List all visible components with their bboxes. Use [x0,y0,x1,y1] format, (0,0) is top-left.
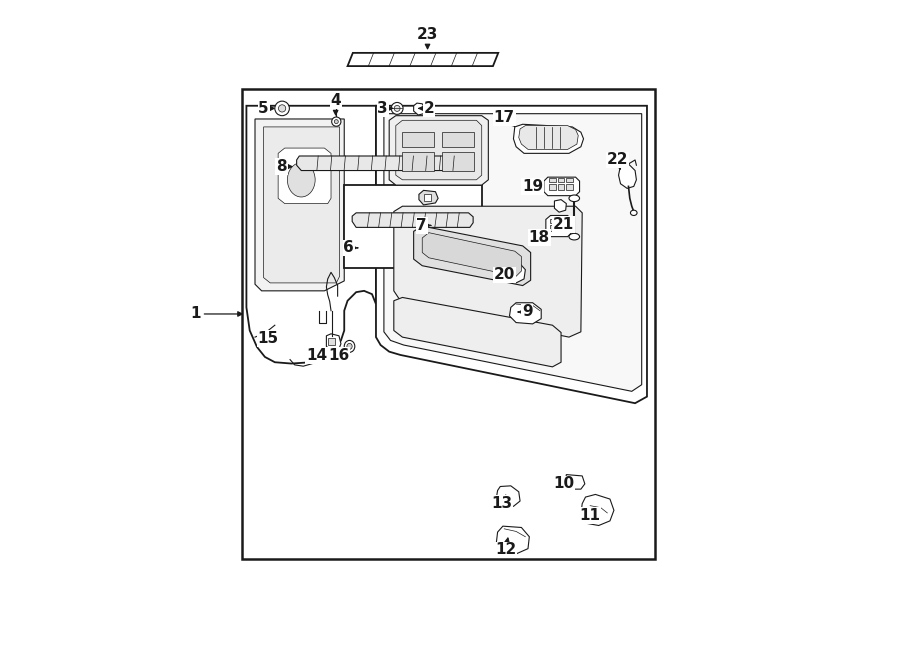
Bar [242,89,655,559]
Text: 13: 13 [491,495,512,511]
Bar [549,178,556,182]
Polygon shape [496,486,520,506]
Polygon shape [396,120,482,180]
Polygon shape [545,215,572,237]
Text: 11: 11 [580,508,600,523]
Polygon shape [422,233,521,276]
Bar [551,219,557,223]
Text: 18: 18 [528,230,550,245]
Bar [558,178,564,182]
Bar [328,338,335,345]
Text: 10: 10 [554,477,574,491]
Text: 16: 16 [328,348,349,363]
Bar [402,152,434,171]
Text: 21: 21 [554,217,574,232]
Polygon shape [509,303,541,324]
Polygon shape [327,334,341,350]
Bar [566,178,573,182]
Ellipse shape [278,104,285,112]
Ellipse shape [287,163,315,197]
Polygon shape [389,116,489,185]
Polygon shape [418,190,438,205]
Polygon shape [544,177,580,196]
Ellipse shape [569,195,580,202]
Bar [560,225,566,231]
Polygon shape [518,126,578,149]
Ellipse shape [346,344,352,349]
Polygon shape [376,106,647,403]
Polygon shape [278,148,331,204]
Polygon shape [264,127,339,283]
Text: 17: 17 [493,110,515,126]
Text: 19: 19 [522,179,544,194]
Bar [560,219,566,223]
Text: 4: 4 [330,93,341,115]
Text: 20: 20 [493,268,515,282]
Ellipse shape [332,117,341,126]
Polygon shape [514,124,583,153]
Polygon shape [580,494,614,525]
Polygon shape [554,200,566,212]
Text: 12: 12 [495,538,516,557]
Text: 3: 3 [377,101,392,116]
Polygon shape [247,106,376,364]
Polygon shape [496,526,529,554]
Bar [442,132,473,147]
Bar [402,132,434,147]
Text: 14: 14 [306,348,327,363]
Polygon shape [297,156,472,171]
Text: 2: 2 [419,101,434,116]
Bar [344,185,482,268]
Bar [566,184,573,190]
Ellipse shape [274,101,290,116]
Polygon shape [352,213,473,227]
Ellipse shape [392,102,403,114]
Text: 9: 9 [518,305,533,319]
Polygon shape [504,262,526,283]
Polygon shape [347,53,499,66]
Text: 15: 15 [257,331,279,346]
Polygon shape [384,114,642,391]
Polygon shape [255,119,344,291]
Bar [442,152,473,171]
Polygon shape [414,226,531,286]
Text: 8: 8 [276,159,292,174]
Text: 7: 7 [417,218,430,233]
Polygon shape [394,297,561,367]
Ellipse shape [631,210,637,215]
Polygon shape [394,206,582,337]
Polygon shape [414,103,425,115]
Bar [424,194,431,201]
Bar [549,184,556,190]
Ellipse shape [344,340,355,352]
Text: 1: 1 [190,307,242,321]
Bar [558,184,564,190]
Polygon shape [565,475,585,489]
Ellipse shape [394,105,400,111]
Text: 5: 5 [258,101,274,116]
Text: 23: 23 [417,27,438,49]
Text: 6: 6 [344,241,358,255]
Bar [551,225,557,231]
Ellipse shape [334,120,338,124]
Text: 22: 22 [608,153,628,169]
Polygon shape [618,164,636,188]
Ellipse shape [569,233,580,240]
